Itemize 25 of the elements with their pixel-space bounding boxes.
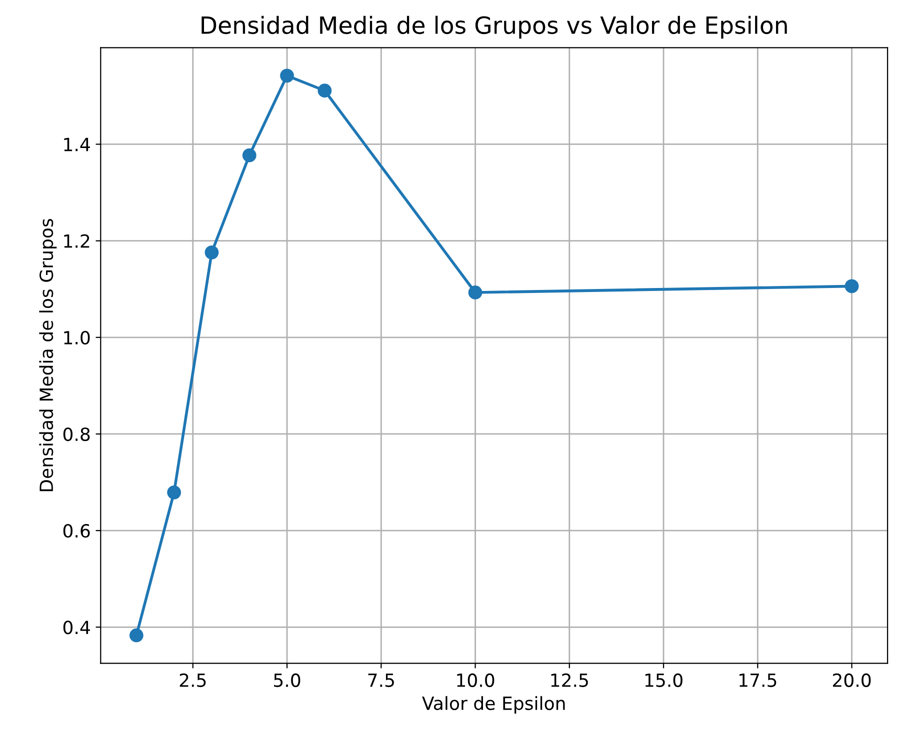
- point: [318, 84, 332, 98]
- point: [204, 245, 219, 260]
- point: [167, 485, 182, 500]
- x-tick-label: 20.0: [833, 673, 871, 688]
- point: [129, 628, 144, 642]
- x-tick-label: 5.0: [274, 673, 300, 688]
- point: [844, 279, 859, 294]
- x-tick-label: 15.0: [645, 673, 682, 688]
- y-axis-title: Densidad Media de los Grupos: [39, 218, 57, 492]
- x-tick-label: 12.5: [551, 673, 588, 688]
- y-tick-label: 0.6: [63, 524, 90, 538]
- x-tick-label: 17.5: [740, 674, 776, 688]
- x-tick-label: 2.5: [180, 673, 206, 688]
- y-tick-label: 1.2: [64, 234, 90, 248]
- y-tick-label: 1.0: [64, 330, 90, 345]
- chart-title: Densidad Media de los Grupos vs Valor de Epsilon: [202, 16, 787, 39]
- point: [242, 148, 256, 162]
- x-axis-title: Valor de Epsilon: [422, 696, 565, 714]
- y-tick-label: 0.4: [63, 620, 90, 634]
- point: [280, 68, 294, 83]
- x-tick-label: 7.5: [368, 674, 394, 688]
- y-tick-label: 1.4: [64, 138, 90, 152]
- y-tick-label: 0.8: [63, 427, 90, 442]
- point: [468, 286, 482, 300]
- x-tick-label: 10.0: [457, 673, 494, 688]
